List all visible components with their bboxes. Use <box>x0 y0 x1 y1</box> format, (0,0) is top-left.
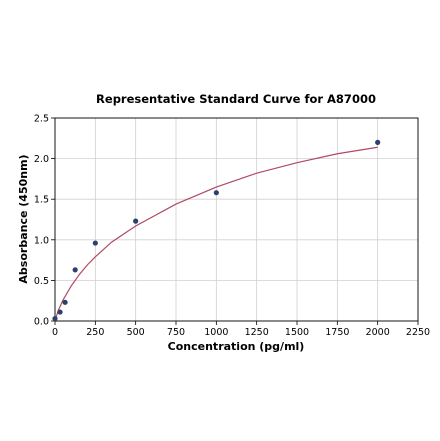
x-tick-label: 1250 <box>245 327 269 338</box>
y-tick-label: 2.5 <box>34 114 49 125</box>
grid <box>54 117 419 322</box>
x-tick-label: 1000 <box>204 327 228 338</box>
data-point <box>375 139 381 145</box>
data-points <box>52 139 381 322</box>
axis-ticks: 0 250 500 750 1000 1250 1500 1750 2000 2250 0.0 0.5… <box>34 114 430 339</box>
data-point <box>133 218 139 224</box>
x-tick-label: 1750 <box>325 327 349 338</box>
y-tick-label: 0.5 <box>34 276 49 287</box>
data-point <box>72 267 78 273</box>
y-tick-label: 1.0 <box>34 235 49 246</box>
x-axis-label: Concentration (pg/ml) <box>168 340 305 353</box>
x-tick-label: 2250 <box>406 327 430 338</box>
data-point <box>52 315 58 322</box>
data-point <box>57 309 63 315</box>
x-tick-label: 1500 <box>285 327 309 338</box>
x-tick-label: 2000 <box>366 327 390 338</box>
data-point <box>213 190 219 196</box>
x-tick-label: 500 <box>127 327 145 338</box>
y-tick-label: 1.5 <box>34 195 49 206</box>
y-tick-label: 2.0 <box>34 154 49 165</box>
chart-title: Representative Standard Curve for A87000 <box>96 92 376 106</box>
plot-frame <box>54 117 419 322</box>
y-axis-label: Absorbance (450nm) <box>17 154 30 283</box>
fit-curve <box>54 146 378 322</box>
x-tick-label: 0 <box>52 327 58 338</box>
y-tick-label: 0.0 <box>34 317 49 328</box>
x-tick-label: 750 <box>167 327 185 338</box>
x-tick-label: 250 <box>86 327 104 338</box>
data-point <box>92 240 98 246</box>
data-point <box>62 299 68 305</box>
